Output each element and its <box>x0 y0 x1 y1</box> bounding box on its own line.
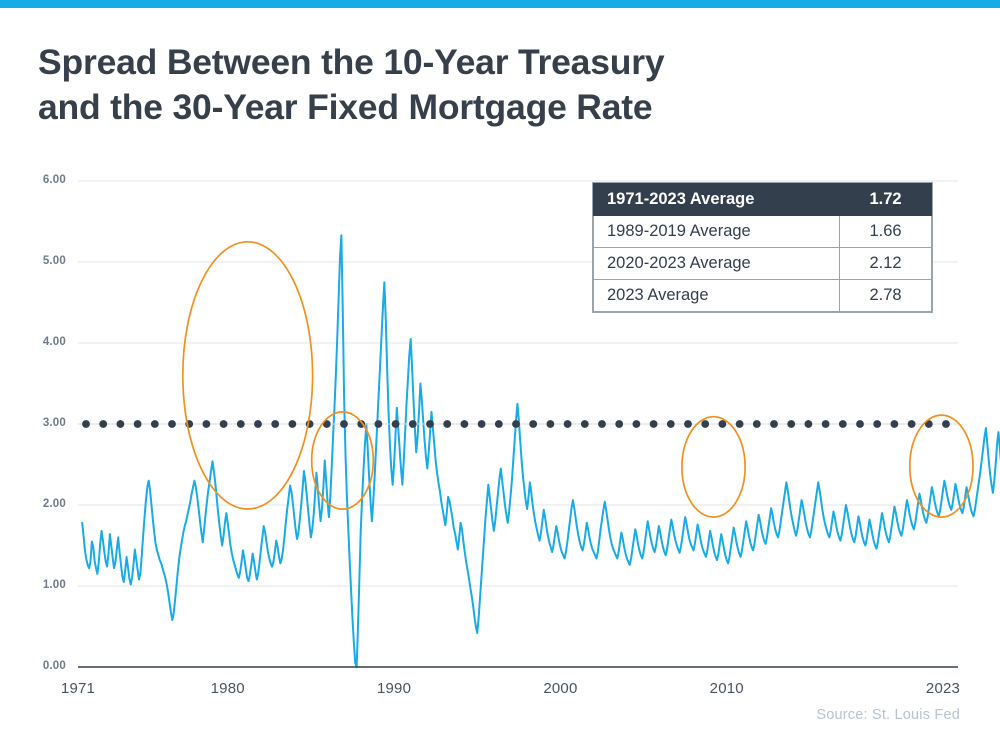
reference-line-dot <box>443 420 452 428</box>
reference-line-dot <box>580 420 589 428</box>
reference-line-dot <box>150 420 159 428</box>
y-axis-tick-label: 0.00 <box>42 660 66 672</box>
reference-line-dot <box>477 420 486 428</box>
reference-line-dot <box>494 420 503 428</box>
x-axis-tick-label: 1971 <box>60 680 96 697</box>
reference-line-dot <box>322 420 331 428</box>
reference-line-dot <box>873 420 882 428</box>
averages-table: 1971-2023 Average 1.72 1989-2019 Average 1.… <box>593 183 932 312</box>
average-period-label: 2020-2023 Average <box>593 247 840 280</box>
x-axis-tick-label: 1990 <box>376 680 412 697</box>
reference-line-dot <box>374 420 383 428</box>
page-title-line-2: and the 30-Year Fixed Mortgage Rate <box>38 87 653 127</box>
reference-line-dot <box>821 420 830 428</box>
reference-line-dot <box>254 420 262 428</box>
source-note: Source: St. Louis Fed <box>816 707 960 723</box>
y-axis-tick-label: 1.00 <box>42 579 66 591</box>
table-row: 2023 Average 2.78 <box>593 279 932 312</box>
reference-line-dot <box>890 420 899 428</box>
table-row: 1989-2019 Average 1.66 <box>593 215 932 248</box>
table-row: 2020-2023 Average 2.12 <box>593 247 932 280</box>
reference-line-dot <box>529 420 538 428</box>
reference-line-dot <box>202 420 211 428</box>
reference-line-dot <box>684 420 692 428</box>
reference-line-dot <box>288 420 297 428</box>
average-value: 2.78 <box>839 279 932 312</box>
reference-line-dot <box>82 420 90 428</box>
average-period-label: 1989-2019 Average <box>593 215 840 248</box>
reference-line-dot <box>942 420 950 428</box>
reference-line-dot <box>340 420 348 428</box>
reference-line-dot <box>598 420 606 428</box>
table-row: 1971-2023 Average 1.72 <box>593 183 932 216</box>
reference-line-dot <box>219 420 228 428</box>
reference-line-3-00 <box>78 420 958 428</box>
highlight-ellipse-2009-peak <box>681 415 746 518</box>
reference-line-dot <box>907 420 916 428</box>
reference-line-dot <box>752 420 761 428</box>
top-accent-bar <box>0 0 1000 8</box>
reference-line-dot <box>924 420 933 428</box>
reference-line-dot <box>460 420 469 428</box>
reference-line-dot <box>546 420 555 428</box>
reference-line-dot <box>408 420 417 428</box>
reference-line-dot <box>512 420 520 428</box>
series-spread-line <box>81 234 1000 668</box>
reference-line-dot <box>271 420 280 428</box>
x-axis-tick-label: 1980 <box>210 680 245 697</box>
reference-line-dot <box>787 420 796 428</box>
y-axis-tick-label: 6.00 <box>42 174 66 186</box>
reference-line-dot <box>116 420 125 428</box>
y-axis-tick-label: 4.00 <box>42 336 66 348</box>
reference-line-dot <box>563 420 572 428</box>
highlight-ellipses <box>181 240 974 518</box>
reference-line-dot <box>632 420 641 428</box>
reference-line-dot <box>735 420 744 428</box>
x-axis-tick-label: 2000 <box>543 680 578 697</box>
average-period-label: 1971-2023 Average <box>593 183 840 216</box>
reference-line-dot <box>99 420 108 428</box>
highlight-ellipse-2023-rise <box>908 414 974 518</box>
average-value: 1.66 <box>839 215 932 248</box>
reference-line-dot <box>718 420 727 428</box>
average-period-label: 2023 Average <box>593 279 840 312</box>
reference-line-dot <box>649 420 658 428</box>
reference-line-dot <box>701 420 710 428</box>
y-axis-tick-label: 5.00 <box>42 255 66 267</box>
highlight-ellipse-1980s-spike <box>181 240 314 510</box>
reference-line-dot <box>615 420 624 428</box>
reference-line-dot <box>770 420 778 428</box>
highlight-ellipse-1986-peak <box>310 411 375 510</box>
x-axis-tick-label: 2023 <box>925 680 961 697</box>
reference-line-dot <box>133 420 142 428</box>
reference-line-dot <box>666 420 675 428</box>
reference-line-dot <box>236 420 245 428</box>
x-axis-tick-label: 2010 <box>709 680 744 697</box>
reference-line-dot <box>168 420 176 428</box>
average-value: 1.72 <box>839 183 932 216</box>
reference-line-dot <box>838 420 847 428</box>
reference-line-dot <box>391 420 400 428</box>
y-axis-tick-label: 2.00 <box>42 498 66 510</box>
y-axis-tick-label: 3.00 <box>42 417 66 429</box>
series-path <box>81 234 1000 668</box>
reference-line-dot <box>804 420 813 428</box>
reference-line-dot <box>426 420 434 428</box>
reference-line-dot <box>856 420 864 428</box>
average-value: 2.12 <box>839 247 932 280</box>
page-title-line-1: Spread Between the 10-Year Treasury <box>38 42 665 82</box>
page-title: Spread Between the 10-Year Treasury and … <box>38 40 918 130</box>
